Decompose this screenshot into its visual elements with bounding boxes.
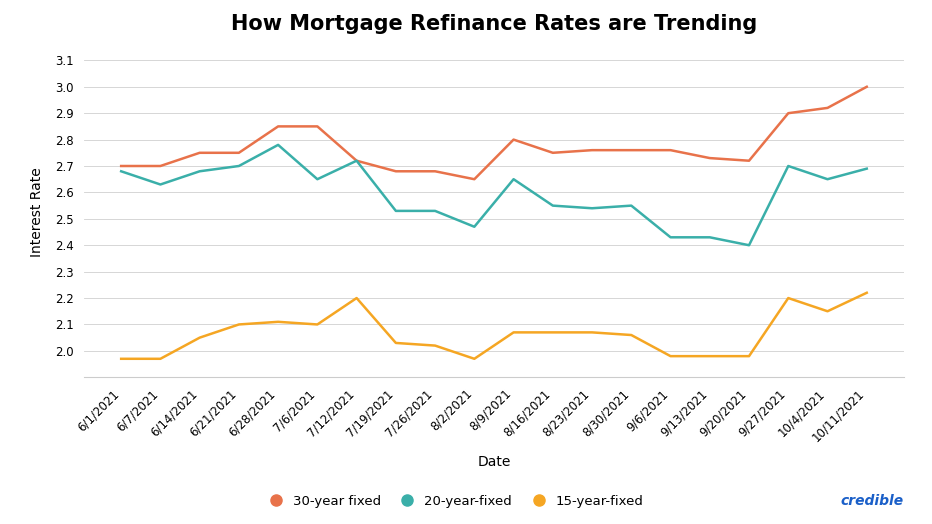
15-year-fixed: [469, 356, 480, 362]
Legend: 30-year fixed, 20-year-fixed, 15-year-fixed: 30-year fixed, 20-year-fixed, 15-year-fi…: [257, 489, 649, 513]
30-year fixed: [508, 136, 519, 143]
Line: 20-year-fixed: 20-year-fixed: [121, 145, 867, 245]
30-year fixed: [155, 163, 166, 169]
20-year-fixed: [351, 158, 363, 164]
30-year fixed: [469, 176, 480, 182]
15-year-fixed: [430, 343, 441, 349]
15-year-fixed: [116, 356, 127, 362]
20-year-fixed: [233, 163, 244, 169]
30-year fixed: [744, 158, 755, 164]
30-year fixed: [625, 147, 637, 154]
20-year-fixed: [116, 168, 127, 174]
20-year-fixed: [272, 141, 283, 148]
30-year fixed: [547, 150, 558, 156]
20-year-fixed: [469, 224, 480, 230]
20-year-fixed: [194, 168, 205, 174]
15-year-fixed: [508, 329, 519, 335]
30-year fixed: [116, 163, 127, 169]
30-year fixed: [705, 155, 716, 161]
30-year fixed: [194, 150, 205, 156]
20-year-fixed: [312, 176, 323, 182]
20-year-fixed: [547, 202, 558, 209]
20-year-fixed: [705, 234, 716, 241]
30-year fixed: [272, 123, 283, 129]
20-year-fixed: [665, 234, 676, 241]
15-year-fixed: [233, 321, 244, 328]
30-year fixed: [312, 123, 323, 129]
20-year-fixed: [391, 208, 402, 214]
30-year fixed: [233, 150, 244, 156]
15-year-fixed: [822, 308, 833, 314]
30-year fixed: [351, 158, 363, 164]
15-year-fixed: [155, 356, 166, 362]
20-year-fixed: [508, 176, 519, 182]
30-year fixed: [391, 168, 402, 174]
30-year fixed: [430, 168, 441, 174]
20-year-fixed: [625, 202, 637, 209]
30-year fixed: [586, 147, 597, 154]
Text: credible: credible: [841, 494, 904, 508]
Y-axis label: Interest Rate: Interest Rate: [31, 167, 45, 257]
15-year-fixed: [705, 353, 716, 359]
20-year-fixed: [822, 176, 833, 182]
15-year-fixed: [861, 290, 872, 296]
30-year fixed: [665, 147, 676, 154]
20-year-fixed: [783, 163, 794, 169]
15-year-fixed: [194, 334, 205, 341]
15-year-fixed: [665, 353, 676, 359]
15-year-fixed: [586, 329, 597, 335]
15-year-fixed: [547, 329, 558, 335]
15-year-fixed: [391, 340, 402, 346]
20-year-fixed: [586, 205, 597, 211]
20-year-fixed: [430, 208, 441, 214]
15-year-fixed: [312, 321, 323, 328]
Line: 30-year fixed: 30-year fixed: [121, 87, 867, 179]
X-axis label: Date: Date: [477, 455, 511, 469]
30-year fixed: [861, 84, 872, 90]
20-year-fixed: [744, 242, 755, 248]
Title: How Mortgage Refinance Rates are Trending: How Mortgage Refinance Rates are Trendin…: [231, 15, 757, 35]
15-year-fixed: [625, 332, 637, 338]
15-year-fixed: [272, 319, 283, 325]
30-year fixed: [822, 105, 833, 111]
15-year-fixed: [783, 295, 794, 301]
20-year-fixed: [155, 181, 166, 188]
30-year fixed: [783, 110, 794, 116]
15-year-fixed: [351, 295, 363, 301]
20-year-fixed: [861, 166, 872, 172]
15-year-fixed: [744, 353, 755, 359]
Line: 15-year-fixed: 15-year-fixed: [121, 293, 867, 359]
